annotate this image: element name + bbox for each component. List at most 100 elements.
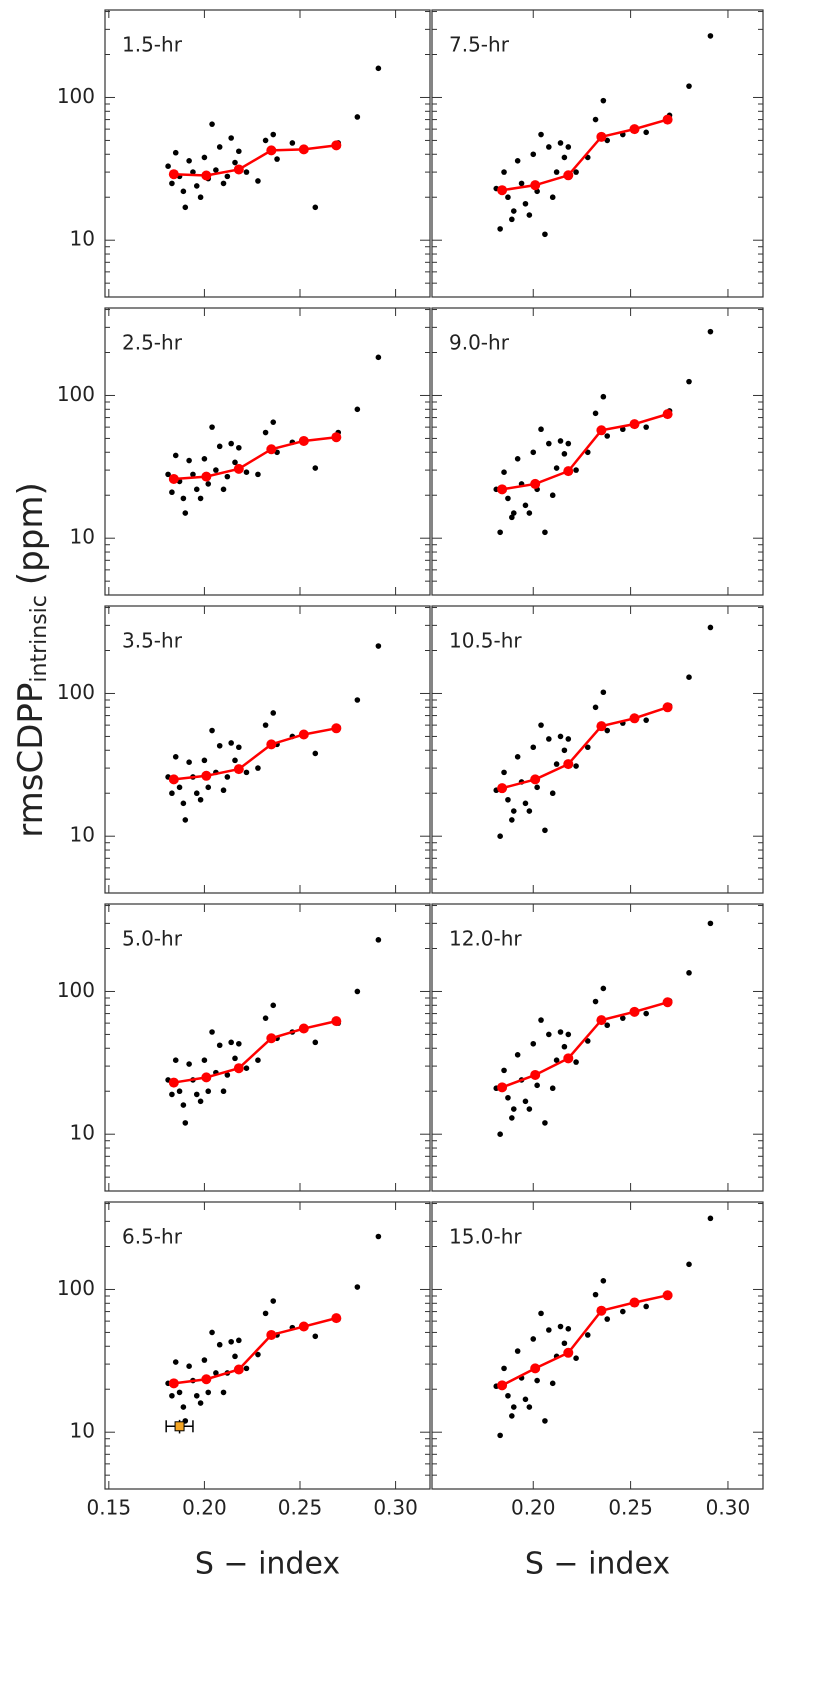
binned-line — [501, 118, 668, 192]
scatter-point — [197, 796, 204, 803]
scatter-point — [565, 736, 572, 742]
scatter-point — [565, 440, 572, 447]
scatter-point — [643, 1303, 649, 1310]
panel-frame — [104, 9, 431, 298]
scatter-point — [505, 1392, 511, 1399]
scatter-point — [501, 169, 507, 175]
scatter-point — [573, 467, 579, 473]
scatter-point — [243, 169, 250, 175]
scatter-point — [604, 1022, 611, 1029]
scatter-point — [201, 154, 208, 161]
scatter-point — [584, 1332, 591, 1338]
scatter-point — [514, 157, 521, 164]
scatter-point — [176, 1088, 183, 1095]
panel-title: 1.5-hr — [122, 33, 183, 57]
scatter-point — [180, 188, 187, 195]
binned-point — [298, 144, 309, 155]
binned-point — [266, 444, 277, 455]
scatter-point — [216, 144, 223, 150]
scatter-point — [553, 761, 560, 767]
binned-line — [501, 706, 668, 790]
scatter-point — [534, 1082, 540, 1089]
scatter-point — [530, 1040, 537, 1047]
scatter-point — [169, 1091, 175, 1098]
binned-point — [497, 1082, 508, 1093]
binned-point — [530, 1363, 541, 1374]
scatter-point — [538, 1017, 544, 1023]
scatter-point — [501, 1365, 507, 1372]
scatter-point — [190, 169, 196, 175]
binned-point — [233, 1063, 244, 1074]
scatter-point — [274, 156, 280, 162]
scatter-point — [193, 486, 200, 493]
binned-point — [298, 1023, 309, 1034]
binned-point — [497, 783, 508, 794]
scatter-point — [289, 140, 296, 146]
x-tick-label: 0.20 — [182, 1496, 227, 1520]
scatter-point — [526, 808, 533, 814]
scatter-point — [510, 1106, 517, 1112]
binned-point — [497, 484, 508, 495]
scatter-point — [522, 1396, 529, 1403]
scatter-point — [686, 970, 692, 976]
scatter-point — [220, 180, 227, 187]
scatter-point — [600, 97, 607, 104]
scatter-point — [232, 159, 238, 166]
scatter-point — [193, 183, 200, 189]
panel-frame — [104, 903, 431, 1192]
scatter-point — [505, 495, 511, 502]
binned-point — [331, 1016, 342, 1027]
binned-point — [298, 1321, 309, 1332]
scatter-point — [197, 1400, 204, 1406]
scatter-point — [216, 1341, 223, 1348]
scatter-point — [643, 717, 649, 723]
scatter-point — [530, 1336, 537, 1342]
scatter-point — [600, 393, 607, 400]
scatter-point — [561, 1340, 568, 1347]
scatter-point — [509, 817, 515, 823]
scatter-point — [643, 424, 649, 430]
scatter-point — [169, 489, 175, 496]
binned-point — [298, 435, 309, 446]
x-axis-label: S − index — [525, 1547, 670, 1582]
binned-point — [201, 770, 212, 781]
scatter-point — [312, 1333, 319, 1340]
scatter-point — [216, 1042, 223, 1049]
scatter-point — [176, 784, 183, 791]
scatter-point — [546, 144, 552, 150]
scatter-point — [561, 747, 568, 754]
scatter-point — [209, 424, 215, 430]
scatter-point — [565, 144, 572, 150]
scatter-point — [270, 131, 277, 138]
scatter-point — [186, 157, 192, 164]
binned-point — [168, 1378, 179, 1389]
panel-frame — [431, 903, 764, 1192]
scatter-point — [497, 1131, 503, 1138]
binned-point — [596, 425, 607, 436]
binned-point — [563, 1053, 574, 1064]
scatter-point — [573, 169, 579, 175]
scatter-point — [546, 440, 552, 447]
scatter-point — [197, 495, 204, 502]
scatter-point — [620, 1015, 626, 1021]
scatter-point — [514, 1348, 521, 1354]
binned-line — [501, 1294, 668, 1387]
scatter-point — [514, 1051, 521, 1058]
scatter-point — [186, 759, 192, 765]
binned-point — [596, 1015, 607, 1026]
scatter-point — [686, 674, 692, 681]
scatter-point — [549, 492, 556, 499]
binned-point — [530, 478, 541, 489]
scatter-point — [228, 440, 234, 447]
scatter-point — [514, 455, 521, 462]
scatter-point — [213, 467, 219, 473]
scatter-point — [530, 744, 537, 751]
scatter-point — [505, 1094, 511, 1101]
binned-point — [168, 169, 179, 180]
scatter-point — [565, 1031, 572, 1038]
binned-point — [168, 1077, 179, 1088]
scatter-point — [497, 529, 503, 536]
scatter-point — [546, 736, 552, 742]
binned-line — [501, 412, 668, 491]
